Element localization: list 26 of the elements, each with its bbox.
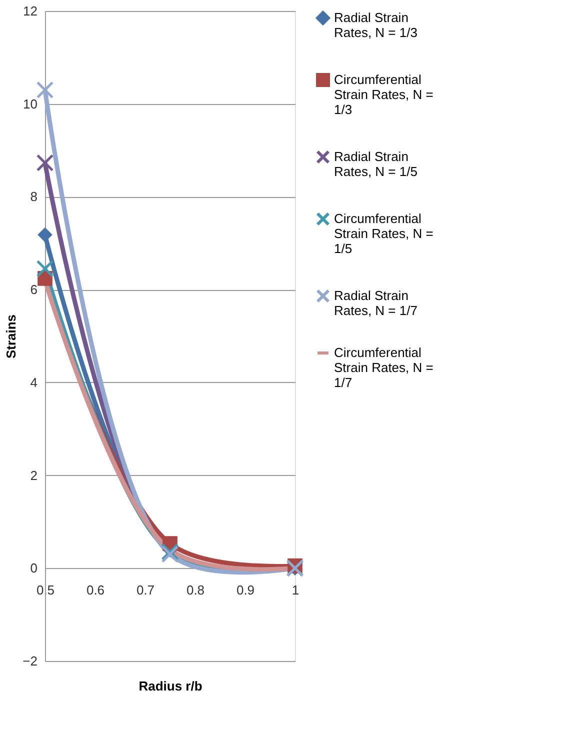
legend-label: Radial Strain Rates, N = 1/5 [334, 149, 418, 179]
y-tick-label: 4 [30, 374, 38, 390]
y-axis-title: Strains [4, 314, 19, 359]
x-tick-label: 1 [292, 582, 300, 598]
x-tick-label: 0.7 [136, 582, 155, 598]
legend-label: Circumferential Strain Rates, N = 1/5 [334, 211, 434, 256]
y-tick-label: 6 [30, 282, 38, 298]
legend-label: Radial Strain Rates, N = 1/3 [334, 10, 418, 40]
y-tick-label: 12 [23, 4, 38, 18]
y-tick-label: 2 [30, 468, 38, 483]
x-tick-label: 0.6 [86, 582, 105, 598]
legend-label: Radial Strain Rates, N = 1/7 [334, 288, 418, 318]
x-tick-label: 0.8 [186, 582, 205, 598]
point [36, 260, 54, 278]
y-tick-label: 0 [30, 560, 38, 576]
point [36, 154, 54, 172]
y-tick-label: 8 [30, 189, 38, 204]
x-tick-label: 0.9 [236, 582, 255, 598]
point [36, 81, 54, 99]
legend-label: Circumferential Strain Rates, N = 1/3 [334, 72, 434, 117]
y-tick-label: −2 [22, 654, 38, 668]
point [38, 227, 52, 242]
x-tick-label: 0.5 [36, 582, 55, 598]
y-tick-label: 10 [23, 96, 38, 112]
x-axis-title: Radius r/b [138, 678, 202, 694]
legend-label: Circumferential Strain Rates, N = 1/7 [334, 345, 434, 390]
